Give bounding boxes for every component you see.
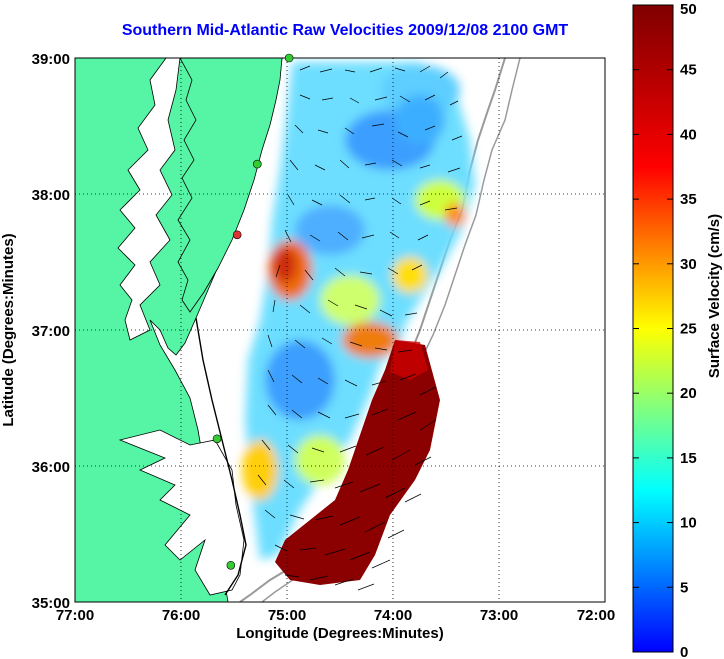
radar-stations [212, 53, 294, 570]
colorbar-tick-label: 15 [680, 450, 697, 467]
colorbar-tick-label: 45 [680, 62, 697, 79]
colorbar-tick-label: 35 [680, 191, 697, 208]
y-tick: 36:00 [32, 459, 70, 476]
pamlico-sound [118, 429, 245, 596]
delmarva-peninsula [177, 58, 283, 313]
x-tick: 73:00 [480, 607, 518, 624]
map-title: Southern Mid-Atlantic Raw Velocities 200… [121, 22, 569, 39]
strong-current [275, 340, 440, 585]
colorbar-tick-label: 25 [680, 321, 697, 338]
radar-station-marker [232, 230, 242, 240]
radar-station-marker [284, 53, 294, 63]
y-tick: 37:00 [32, 323, 70, 340]
radar-station-marker [226, 560, 236, 570]
colorbar-tick-label: 40 [680, 126, 697, 143]
radar-station-marker [253, 159, 262, 169]
x-tick: 72:00 [577, 607, 615, 624]
y-axis-ticks: 39:00 38:00 37:00 36:00 35:00 [32, 51, 70, 612]
colorbar-label: Surface Velocity (cm/s) [706, 214, 723, 378]
x-tick: 76:00 [162, 607, 200, 624]
colorbar-tick-label: 10 [680, 515, 697, 532]
outer-banks [195, 317, 247, 596]
x-tick: 75:00 [268, 607, 306, 624]
x-axis-label: Longitude (Degrees:Minutes) [236, 625, 444, 642]
x-tick: 77:00 [56, 607, 94, 624]
y-tick: 35:00 [32, 595, 70, 612]
x-axis-ticks: 77:00 76:00 75:00 74:00 73:00 72:00 [56, 607, 615, 624]
radar-station-marker [212, 434, 222, 444]
graticule [75, 58, 605, 602]
colorbar-tick-label: 20 [680, 385, 697, 402]
y-axis-label: Latitude (Degrees:Minutes) [0, 233, 17, 426]
colorbar-tick-label: 30 [680, 256, 697, 273]
x-tick: 74:00 [374, 607, 412, 624]
colorbar-tick-label: 0 [680, 644, 688, 659]
y-tick: 38:00 [32, 187, 70, 204]
colorbar-tick-label: 5 [680, 579, 688, 596]
velocity-field [242, 62, 475, 560]
y-tick: 39:00 [32, 51, 70, 68]
colorbar-tick-label: 50 [680, 1, 697, 18]
